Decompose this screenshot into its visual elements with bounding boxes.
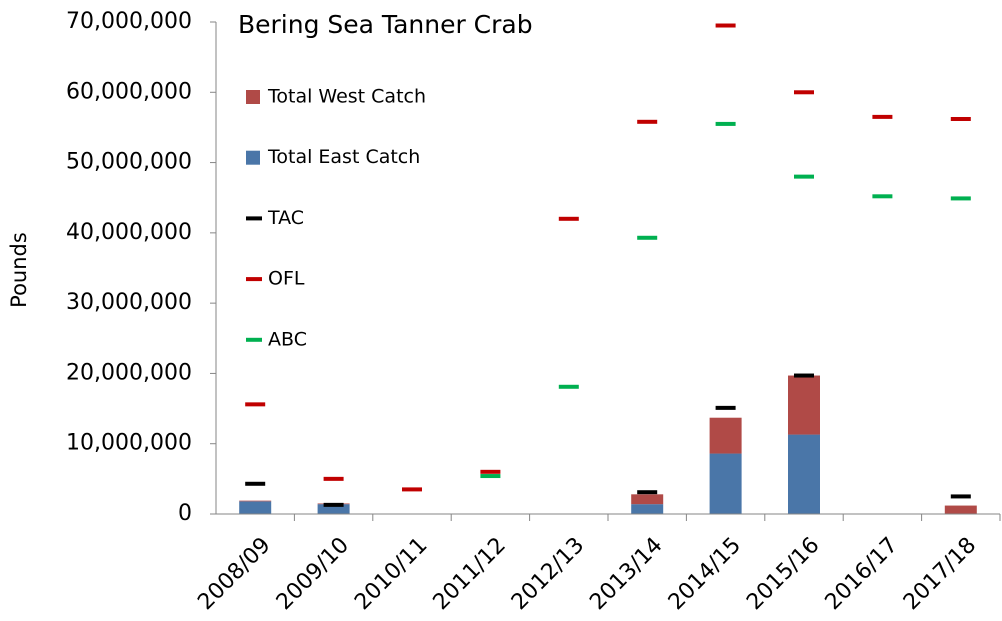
dash-marker — [637, 235, 658, 240]
dash-marker — [480, 474, 501, 479]
chart-title: Bering Sea Tanner Crab — [238, 10, 533, 39]
legend-label: OFL — [268, 268, 305, 290]
dash-marker — [715, 405, 736, 410]
dash-marker — [872, 194, 893, 199]
dash-marker — [558, 384, 579, 389]
y-axis-label: Pounds — [7, 232, 31, 308]
dash-marker — [794, 90, 814, 95]
bar-segment — [239, 501, 272, 514]
bar-segment — [709, 453, 742, 514]
y-tick-label: 70,000,000 — [66, 9, 192, 34]
x-tick-label: 2010/11 — [350, 533, 432, 615]
dash-marker — [794, 174, 814, 179]
legend-label: Total East Catch — [267, 146, 420, 168]
bar-segment — [788, 434, 820, 514]
dash-marker — [558, 216, 579, 221]
y-tick-label: 30,000,000 — [66, 290, 192, 315]
bar-segment — [709, 417, 742, 454]
bar-segment — [631, 494, 664, 505]
bar-segment — [944, 505, 977, 514]
bar-segment — [631, 504, 664, 514]
legend-label: ABC — [268, 328, 307, 350]
dash-marker — [323, 476, 344, 481]
legend-swatch — [246, 90, 260, 104]
y-tick-label: 20,000,000 — [66, 360, 192, 385]
bar-segment — [317, 504, 350, 514]
x-tick-label: 2009/10 — [272, 533, 354, 615]
dash-marker — [950, 196, 971, 201]
y-tick-label: 40,000,000 — [66, 220, 192, 245]
x-tick-label: 2017/18 — [899, 533, 981, 615]
dash-marker — [872, 114, 893, 119]
y-tick-label: 0 — [178, 501, 192, 526]
y-tick-label: 60,000,000 — [66, 79, 192, 104]
x-tick-label: 2014/15 — [664, 533, 746, 615]
dash-marker — [715, 121, 736, 126]
dash-marker — [245, 481, 266, 486]
legend-swatch — [246, 277, 262, 282]
bar-segment — [239, 500, 272, 502]
legend-swatch — [246, 216, 262, 221]
y-tick-label: 10,000,000 — [66, 431, 192, 456]
dash-marker — [245, 402, 266, 407]
dash-marker — [950, 116, 971, 121]
dash-marker — [402, 487, 422, 492]
x-tick-label: 2012/13 — [507, 533, 589, 615]
legend-label: TAC — [267, 207, 304, 229]
dash-marker — [323, 502, 344, 507]
dash-marker — [480, 469, 501, 474]
legend-swatch — [246, 150, 260, 165]
dash-marker — [715, 23, 736, 28]
y-tick-label: 50,000,000 — [66, 150, 192, 175]
legend-swatch — [246, 337, 262, 342]
dash-marker — [794, 373, 814, 378]
dash-marker — [950, 494, 971, 499]
x-tick-label: 2011/12 — [429, 533, 511, 615]
dash-marker — [637, 119, 658, 124]
bar-segment — [788, 375, 820, 435]
x-tick-label: 2015/16 — [742, 533, 824, 615]
dash-marker — [637, 490, 658, 495]
x-tick-label: 2016/17 — [821, 533, 903, 615]
x-tick-label: 2013/14 — [585, 533, 667, 615]
legend-label: Total West Catch — [267, 86, 426, 108]
x-tick-label: 2008/09 — [193, 533, 275, 615]
